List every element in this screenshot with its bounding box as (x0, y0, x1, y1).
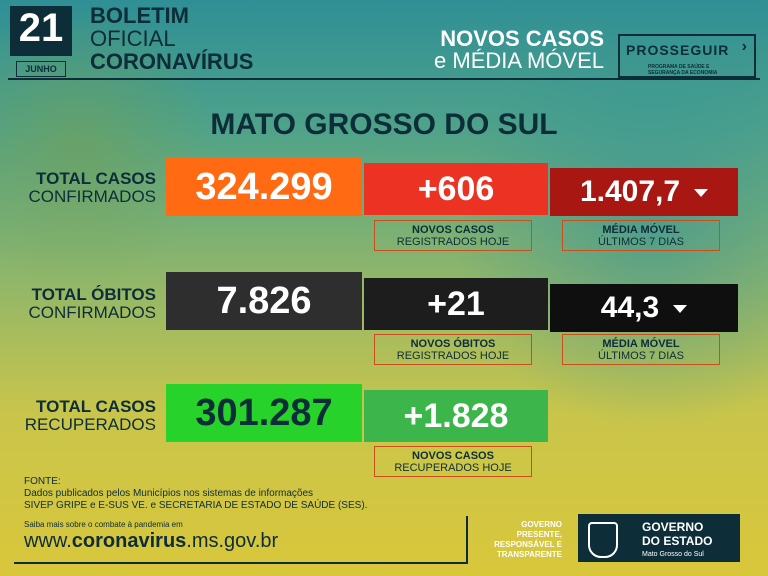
program-subtitle: PROGRAMA DE SAÚDE E SEGURANÇA DA ECONOMI… (648, 64, 718, 76)
source-line2: SIVEP GRIPE e E-SUS VE. e SECRETARIA DE … (24, 500, 368, 511)
deaths-new-caption-normal: REGISTRADOS HOJE (396, 350, 510, 362)
gov-logo-line1: GOVERNO (642, 520, 704, 534)
deaths-avg-value: 44,3 (600, 291, 660, 324)
recovered-label: TOTAL CASOS RECUPERADOS (20, 398, 156, 434)
deaths-label: TOTAL ÓBITOS CONFIRMADOS (20, 285, 157, 322)
recovered-total-box: 301.287 (166, 384, 362, 442)
deaths-label-bold: TOTAL ÓBITOS (31, 285, 156, 304)
cases-new-caption-bold: NOVOS CASOS (412, 224, 494, 236)
cases-new-caption-normal: REGISTRADOS HOJE (396, 236, 510, 248)
region-title: MATO GROSSO DO SUL (210, 108, 558, 141)
gov-tagline-4: TRANSPARENTE (496, 550, 562, 559)
cases-label: TOTAL CASOS CONFIRMADOS (20, 169, 157, 206)
chevron-right-icon: › (741, 38, 748, 55)
recovered-label-normal: RECUPERADOS (24, 415, 156, 434)
source-note: FONTE: Dados publicados pelos Municípios… (24, 476, 367, 512)
program-name: PROSSEGUIR (626, 42, 730, 58)
website-link[interactable]: www.coronavirus.ms.gov.br (24, 530, 278, 553)
government-logo: GOVERNO DO ESTADO Mato Grosso do Sul (578, 514, 740, 562)
gov-tagline-2: PRESENTE, (516, 530, 562, 539)
gov-tagline-3: RESPONSÁVEL E (494, 540, 562, 549)
recovered-new-caption-bold: NOVOS CASOS (412, 450, 494, 462)
gov-tagline: GOVERNO PRESENTE, RESPONSÁVEL E TRANSPAR… (480, 520, 562, 560)
deaths-avg-caption-normal: ÚLTIMOS 7 DIAS (598, 350, 684, 362)
state-crest-icon (588, 522, 618, 558)
deaths-avg-box: 44,3 (550, 284, 738, 332)
deaths-new-caption: NOVOS ÓBITOS REGISTRADOS HOJE (374, 334, 532, 365)
date-day: 21 (18, 6, 64, 50)
deaths-new-box: +21 (364, 278, 548, 330)
cases-avg-box: 1.407,7 (550, 168, 738, 216)
header-title-line1: NOVOS CASOS (440, 26, 604, 51)
deaths-avg-caption: MÉDIA MÓVEL ÚLTIMOS 7 DIAS (562, 334, 720, 365)
source-label: FONTE: (24, 476, 61, 487)
gov-logo-line3: Mato Grosso do Sul (642, 551, 704, 558)
bulletin-title: BOLETIM OFICIAL CORONAVÍRUS (90, 4, 253, 73)
cases-avg-caption: MÉDIA MÓVEL ÚLTIMOS 7 DIAS (562, 220, 720, 251)
recovered-new-caption: NOVOS CASOS RECUPERADOS HOJE (374, 446, 532, 477)
cases-avg-value: 1.407,7 (579, 175, 681, 208)
site-bold: coronavirus (71, 530, 187, 552)
cases-new-box: +606 (364, 163, 548, 215)
recovered-new-box: +1.828 (364, 390, 548, 442)
recovered-new-caption-normal: RECUPERADOS HOJE (394, 462, 512, 474)
cases-new-caption: NOVOS CASOS REGISTRADOS HOJE (374, 220, 532, 251)
recovered-label-bold: TOTAL CASOS (36, 397, 156, 416)
program-logo: PROSSEGUIR › PROGRAMA DE SAÚDE E SEGURAN… (618, 34, 756, 78)
cases-avg-caption-normal: ÚLTIMOS 7 DIAS (598, 236, 684, 248)
date-month: JUNHO (16, 61, 66, 77)
arrow-down-icon (694, 189, 709, 198)
header-title-line2: e MÉDIA MÓVEL (434, 48, 604, 73)
gov-logo-text: GOVERNO DO ESTADO Mato Grosso do Sul (642, 520, 712, 562)
deaths-avg-caption-bold: MÉDIA MÓVEL (602, 338, 680, 350)
site-prefix: www. (24, 530, 72, 552)
deaths-label-normal: CONFIRMADOS (28, 303, 157, 322)
gov-tagline-1: GOVERNO (521, 520, 562, 529)
footer-frame (14, 516, 468, 564)
site-suffix: .ms.gov.br (186, 530, 279, 552)
cases-label-bold: TOTAL CASOS (36, 169, 156, 188)
bulletin-line1: BOLETIM (90, 3, 189, 28)
deaths-total-box: 7.826 (166, 272, 362, 330)
gov-logo-line2: DO ESTADO (642, 534, 713, 548)
deaths-new-caption-bold: NOVOS ÓBITOS (410, 338, 496, 350)
header-divider (8, 78, 760, 80)
source-line1: Dados publicados pelos Municípios nos si… (24, 488, 314, 499)
bulletin-line3: CORONAVÍRUS (90, 49, 254, 74)
cases-avg-caption-bold: MÉDIA MÓVEL (602, 224, 680, 236)
footer-more-text: Saiba mais sobre o combate à pandemia em (24, 520, 183, 529)
date-badge: 21 (10, 6, 72, 56)
cases-label-normal: CONFIRMADOS (28, 187, 157, 206)
cases-total-box: 324.299 (166, 158, 362, 216)
bulletin-line2: OFICIAL (90, 26, 176, 51)
header-title: NOVOS CASOS e MÉDIA MÓVEL (434, 28, 604, 72)
arrow-down-icon (673, 305, 688, 314)
